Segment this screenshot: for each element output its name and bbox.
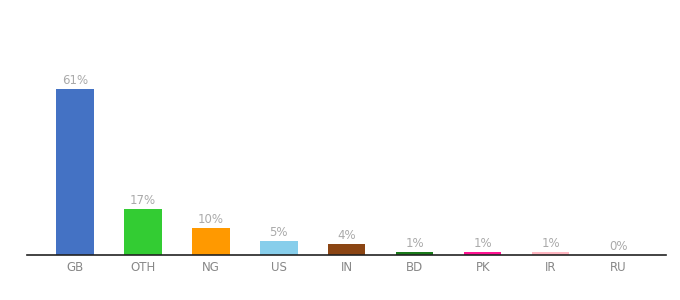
- Text: 5%: 5%: [269, 226, 288, 239]
- Text: 0%: 0%: [609, 240, 628, 253]
- Bar: [464, 252, 501, 255]
- Text: 1%: 1%: [473, 237, 492, 250]
- Bar: [396, 252, 433, 255]
- Text: 17%: 17%: [130, 194, 156, 207]
- Bar: [328, 244, 365, 255]
- Text: 1%: 1%: [541, 237, 560, 250]
- Text: 61%: 61%: [62, 74, 88, 87]
- Bar: [260, 242, 298, 255]
- Text: 4%: 4%: [337, 229, 356, 242]
- Text: 10%: 10%: [198, 213, 224, 226]
- Bar: [56, 89, 94, 255]
- Bar: [532, 252, 569, 255]
- Text: 1%: 1%: [405, 237, 424, 250]
- Bar: [192, 228, 230, 255]
- Bar: [124, 209, 162, 255]
